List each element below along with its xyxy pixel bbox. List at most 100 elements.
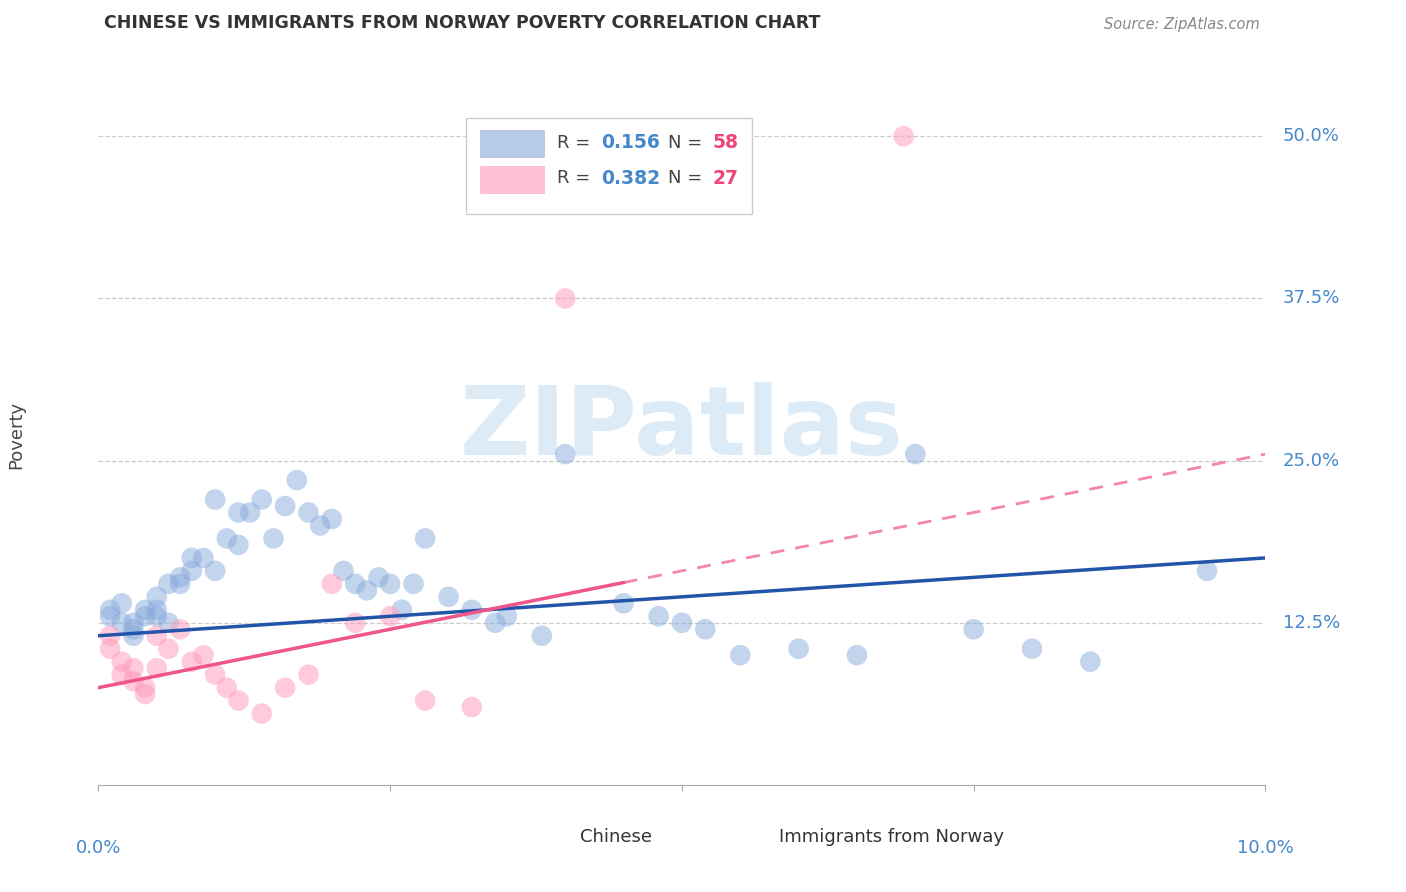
Point — [250, 492, 273, 507]
Point — [122, 661, 145, 675]
FancyBboxPatch shape — [536, 827, 574, 847]
Text: R =: R = — [557, 169, 596, 187]
Point — [367, 570, 389, 584]
Point — [180, 655, 202, 669]
Point — [215, 532, 238, 546]
Point — [285, 473, 308, 487]
Point — [402, 577, 425, 591]
Text: 25.0%: 25.0% — [1282, 451, 1340, 469]
Point — [1021, 641, 1043, 656]
Point — [193, 648, 215, 663]
Point — [134, 681, 156, 695]
Point — [146, 661, 169, 675]
Point — [274, 499, 297, 513]
FancyBboxPatch shape — [734, 827, 772, 847]
Text: 0.156: 0.156 — [602, 133, 661, 153]
Point — [695, 622, 717, 636]
Text: 0.0%: 0.0% — [76, 839, 121, 857]
Point — [134, 609, 156, 624]
Text: R =: R = — [557, 134, 596, 152]
Point — [437, 590, 460, 604]
Point — [391, 603, 413, 617]
Text: 37.5%: 37.5% — [1282, 289, 1340, 308]
Text: ZIPatlas: ZIPatlas — [460, 382, 904, 475]
Point — [157, 577, 180, 591]
Point — [98, 603, 121, 617]
Point — [215, 681, 238, 695]
Point — [122, 674, 145, 689]
Point — [134, 687, 156, 701]
Point — [612, 596, 634, 610]
Point — [157, 641, 180, 656]
Point — [846, 648, 869, 663]
Point — [98, 629, 121, 643]
Text: 10.0%: 10.0% — [1237, 839, 1294, 857]
Point — [484, 615, 506, 630]
Point — [787, 641, 810, 656]
Point — [321, 512, 343, 526]
Point — [146, 590, 169, 604]
Point — [962, 622, 984, 636]
Point — [262, 532, 284, 546]
Point — [193, 550, 215, 565]
Point — [146, 603, 169, 617]
Point — [647, 609, 669, 624]
Point — [530, 629, 553, 643]
Point — [344, 615, 367, 630]
Text: 27: 27 — [713, 169, 738, 188]
Text: 12.5%: 12.5% — [1282, 614, 1340, 632]
Point — [461, 603, 484, 617]
Point — [297, 667, 319, 681]
Point — [228, 538, 250, 552]
Point — [239, 506, 262, 520]
Text: Poverty: Poverty — [7, 401, 25, 468]
Text: 0.382: 0.382 — [602, 169, 661, 188]
Point — [169, 570, 191, 584]
Point — [496, 609, 519, 624]
Point — [204, 564, 226, 578]
Point — [904, 447, 927, 461]
Point — [356, 583, 378, 598]
Point — [297, 506, 319, 520]
Point — [413, 532, 436, 546]
FancyBboxPatch shape — [465, 118, 752, 214]
Point — [122, 622, 145, 636]
Point — [893, 129, 915, 144]
Point — [554, 447, 576, 461]
Point — [111, 615, 134, 630]
Point — [228, 693, 250, 707]
Text: N =: N = — [668, 134, 707, 152]
Text: 58: 58 — [713, 133, 738, 153]
Point — [344, 577, 367, 591]
Point — [228, 506, 250, 520]
Point — [1080, 655, 1102, 669]
Point — [180, 550, 202, 565]
Point — [321, 577, 343, 591]
Point — [380, 609, 402, 624]
Point — [169, 622, 191, 636]
Text: Source: ZipAtlas.com: Source: ZipAtlas.com — [1104, 17, 1260, 32]
Point — [413, 693, 436, 707]
Point — [461, 700, 484, 714]
Point — [146, 629, 169, 643]
Point — [134, 603, 156, 617]
Text: Immigrants from Norway: Immigrants from Norway — [779, 828, 1004, 846]
Text: N =: N = — [668, 169, 707, 187]
Point — [309, 518, 332, 533]
Point — [250, 706, 273, 721]
Point — [274, 681, 297, 695]
Point — [169, 577, 191, 591]
Point — [1195, 564, 1218, 578]
Point — [180, 564, 202, 578]
Point — [204, 492, 226, 507]
Point — [98, 609, 121, 624]
Point — [730, 648, 752, 663]
Point — [671, 615, 693, 630]
FancyBboxPatch shape — [479, 166, 544, 193]
Text: CHINESE VS IMMIGRANTS FROM NORWAY POVERTY CORRELATION CHART: CHINESE VS IMMIGRANTS FROM NORWAY POVERT… — [104, 14, 821, 32]
Point — [122, 629, 145, 643]
Point — [98, 641, 121, 656]
Point — [111, 655, 134, 669]
Text: 50.0%: 50.0% — [1282, 128, 1340, 145]
Text: Chinese: Chinese — [581, 828, 652, 846]
